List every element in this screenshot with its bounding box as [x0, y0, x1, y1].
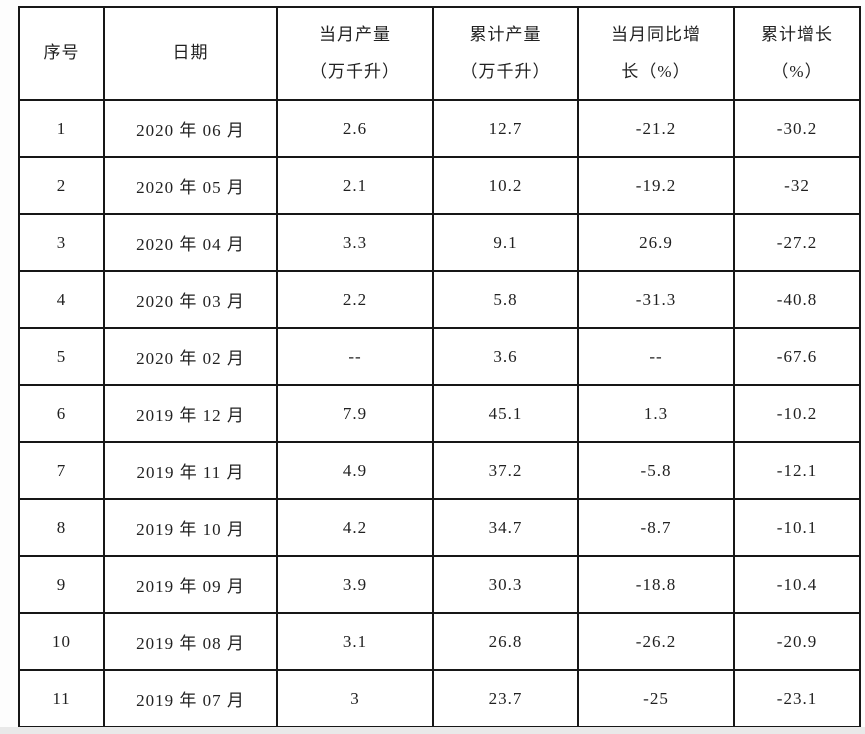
monthly-output-cell: 3.9: [276, 555, 434, 615]
monthly-yoy-growth-cell: -26.2: [577, 612, 735, 672]
date-cell: 2019 年 07 月: [103, 669, 278, 729]
cumulative-output-cell: 10.2: [432, 156, 579, 216]
date-cell: 2020 年 06 月: [103, 99, 278, 159]
monthly-yoy-growth-cell: -21.2: [577, 99, 735, 159]
monthly-output-cell: 3: [276, 669, 434, 729]
date-cell: 2019 年 10 月: [103, 498, 278, 558]
monthly-yoy-growth-cell: 26.9: [577, 213, 735, 273]
cumulative-output-cell: 45.1: [432, 384, 579, 444]
cumulative-output-cell: 12.7: [432, 99, 579, 159]
column-header-monthly-output: 当月产量 （万千升）: [276, 5, 434, 102]
cumulative-growth-cell: -27.2: [733, 213, 861, 273]
date-cell: 2019 年 08 月: [103, 612, 278, 672]
table-row: 1 2020 年 06 月 2.6 12.7 -21.2 -30.2: [18, 99, 861, 159]
serial-cell: 11: [18, 669, 105, 729]
page-bottom-edge: [0, 727, 865, 734]
cumulative-output-cell: 5.8: [432, 270, 579, 330]
monthly-output-cell: 4.9: [276, 441, 434, 501]
monthly-yoy-growth-cell: -5.8: [577, 441, 735, 501]
serial-cell: 6: [18, 384, 105, 444]
monthly-yoy-growth-cell: -18.8: [577, 555, 735, 615]
table-row: 7 2019 年 11 月 4.9 37.2 -5.8 -12.1: [18, 441, 861, 501]
cumulative-output-cell: 23.7: [432, 669, 579, 729]
date-cell: 2020 年 02 月: [103, 327, 278, 387]
table-row: 8 2019 年 10 月 4.2 34.7 -8.7 -10.1: [18, 498, 861, 558]
table-row: 11 2019 年 07 月 3 23.7 -25 -23.1: [18, 669, 861, 729]
serial-cell: 10: [18, 612, 105, 672]
cumulative-growth-cell: -20.9: [733, 612, 861, 672]
cumulative-growth-cell: -67.6: [733, 327, 861, 387]
cumulative-output-cell: 3.6: [432, 327, 579, 387]
table-row: 10 2019 年 08 月 3.1 26.8 -26.2 -20.9: [18, 612, 861, 672]
cumulative-growth-cell: -40.8: [733, 270, 861, 330]
date-cell: 2019 年 11 月: [103, 441, 278, 501]
date-cell: 2019 年 12 月: [103, 384, 278, 444]
serial-cell: 2: [18, 156, 105, 216]
monthly-yoy-growth-cell: --: [577, 327, 735, 387]
table-row: 6 2019 年 12 月 7.9 45.1 1.3 -10.2: [18, 384, 861, 444]
cumulative-output-cell: 26.8: [432, 612, 579, 672]
date-cell: 2020 年 05 月: [103, 156, 278, 216]
cumulative-output-cell: 9.1: [432, 213, 579, 273]
cumulative-growth-cell: -12.1: [733, 441, 861, 501]
table-row: 9 2019 年 09 月 3.9 30.3 -18.8 -10.4: [18, 555, 861, 615]
table-header: 序号 日期 当月产量 （万千升） 累计产量 （万千升） 当月同比增 长（%） 累…: [18, 5, 861, 102]
serial-cell: 7: [18, 441, 105, 501]
cumulative-growth-cell: -32: [733, 156, 861, 216]
monthly-output-cell: --: [276, 327, 434, 387]
cumulative-growth-cell: -23.1: [733, 669, 861, 729]
serial-cell: 5: [18, 327, 105, 387]
cumulative-output-cell: 34.7: [432, 498, 579, 558]
column-header-cumulative-growth: 累计增长 （%）: [733, 5, 861, 102]
cumulative-output-cell: 37.2: [432, 441, 579, 501]
monthly-output-cell: 2.1: [276, 156, 434, 216]
cumulative-output-cell: 30.3: [432, 555, 579, 615]
cumulative-growth-cell: -10.4: [733, 555, 861, 615]
table-row: 4 2020 年 03 月 2.2 5.8 -31.3 -40.8: [18, 270, 861, 330]
table-header-row: 序号 日期 当月产量 （万千升） 累计产量 （万千升） 当月同比增 长（%） 累…: [18, 5, 861, 102]
table-row: 3 2020 年 04 月 3.3 9.1 26.9 -27.2: [18, 213, 861, 273]
cumulative-growth-cell: -10.2: [733, 384, 861, 444]
serial-cell: 8: [18, 498, 105, 558]
cumulative-growth-cell: -30.2: [733, 99, 861, 159]
serial-cell: 9: [18, 555, 105, 615]
column-header-date: 日期: [103, 5, 278, 102]
monthly-yoy-growth-cell: -31.3: [577, 270, 735, 330]
monthly-yoy-growth-cell: -25: [577, 669, 735, 729]
column-header-monthly-yoy-growth: 当月同比增 长（%）: [577, 5, 735, 102]
date-cell: 2020 年 04 月: [103, 213, 278, 273]
monthly-output-cell: 3.3: [276, 213, 434, 273]
serial-cell: 4: [18, 270, 105, 330]
monthly-output-cell: 7.9: [276, 384, 434, 444]
monthly-yoy-growth-cell: -8.7: [577, 498, 735, 558]
date-cell: 2020 年 03 月: [103, 270, 278, 330]
table-row: 5 2020 年 02 月 -- 3.6 -- -67.6: [18, 327, 861, 387]
production-data-table: 序号 日期 当月产量 （万千升） 累计产量 （万千升） 当月同比增 长（%） 累…: [18, 5, 861, 729]
table-row: 2 2020 年 05 月 2.1 10.2 -19.2 -32: [18, 156, 861, 216]
column-header-serial: 序号: [18, 5, 105, 102]
monthly-output-cell: 3.1: [276, 612, 434, 672]
monthly-yoy-growth-cell: -19.2: [577, 156, 735, 216]
serial-cell: 3: [18, 213, 105, 273]
monthly-yoy-growth-cell: 1.3: [577, 384, 735, 444]
column-header-cumulative-output: 累计产量 （万千升）: [432, 5, 579, 102]
serial-cell: 1: [18, 99, 105, 159]
table-body: 1 2020 年 06 月 2.6 12.7 -21.2 -30.2 2 2020 年 05 …: [18, 99, 861, 729]
monthly-output-cell: 2.2: [276, 270, 434, 330]
cumulative-growth-cell: -10.1: [733, 498, 861, 558]
monthly-output-cell: 2.6: [276, 99, 434, 159]
date-cell: 2019 年 09 月: [103, 555, 278, 615]
monthly-output-cell: 4.2: [276, 498, 434, 558]
